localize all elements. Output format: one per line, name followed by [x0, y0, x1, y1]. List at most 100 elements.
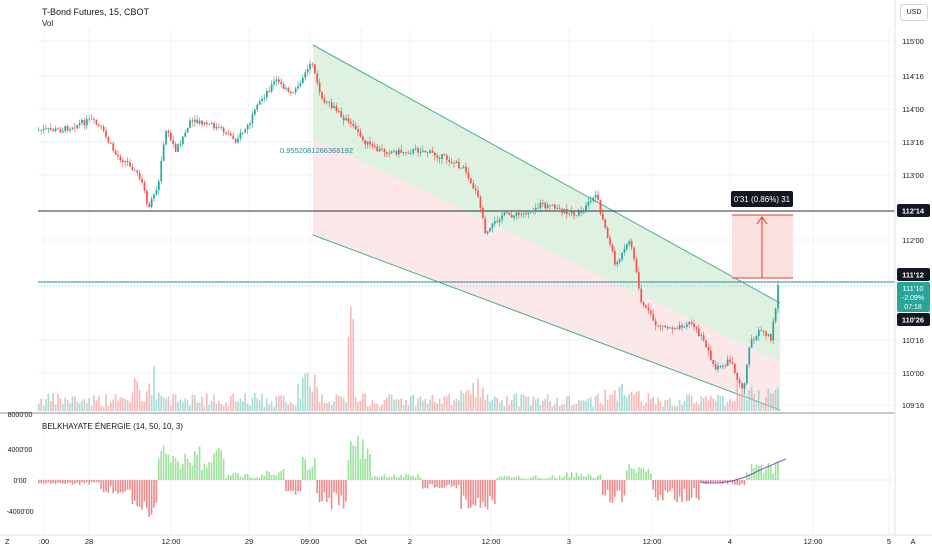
- candle-body: [330, 102, 333, 109]
- candle-body: [431, 150, 434, 153]
- symbol-title[interactable]: T-Bond Futures, 15, CBOT: [42, 7, 150, 17]
- candle-body: [314, 64, 316, 74]
- candle-body: [537, 207, 539, 209]
- energy-bar: [419, 477, 422, 480]
- volume-bar: [594, 395, 597, 411]
- volume-bar: [64, 397, 66, 411]
- energy-bar: [66, 480, 69, 484]
- energy-bar: [83, 480, 86, 484]
- candle-body: [580, 211, 583, 213]
- candle-body: [239, 132, 242, 139]
- volume-bar: [628, 394, 630, 411]
- candle-body: [311, 63, 314, 65]
- energy-bar: [486, 480, 489, 510]
- energy-bar: [309, 469, 311, 480]
- candle-body: [333, 106, 335, 109]
- energy-bar: [777, 460, 779, 480]
- volume-bar: [314, 374, 316, 411]
- energy-bar: [342, 480, 345, 509]
- currency-button[interactable]: USD: [900, 4, 928, 21]
- energy-bar: [47, 480, 50, 483]
- candle-body: [52, 129, 55, 132]
- energy-bar: [160, 450, 162, 480]
- candle-body: [306, 69, 309, 73]
- candle-body: [611, 244, 614, 251]
- candle-body: [170, 132, 172, 141]
- volume-bar: [462, 393, 465, 411]
- volume-bar: [417, 398, 419, 411]
- volume-bar: [738, 394, 741, 411]
- volume-bar: [561, 404, 563, 411]
- indicator-axis[interactable]: 4000'00 0'00 -4000'00 8000'00: [6, 412, 33, 516]
- price-axis[interactable]: 115'00 114'16 114'00 113'16 113'00 112'00 110'…: [902, 37, 924, 410]
- time-tick: Oct: [355, 537, 368, 546]
- candle-body: [323, 98, 326, 103]
- energy-bar: [659, 480, 662, 495]
- volume-bar: [381, 404, 383, 411]
- candle-body: [263, 97, 266, 99]
- energy-bar: [566, 472, 568, 480]
- candle-body: [98, 124, 100, 126]
- candlestick-series[interactable]: [38, 60, 779, 394]
- auto-scale-button[interactable]: A: [910, 537, 915, 546]
- volume-bar: [350, 306, 352, 411]
- candle-body: [554, 204, 556, 209]
- volume-bar: [261, 393, 263, 411]
- volume-bar: [707, 400, 710, 411]
- price-range-measure[interactable]: 0'31 (0.86%) 31: [731, 191, 793, 279]
- energy-bar: [414, 476, 417, 480]
- candle-body: [753, 339, 755, 341]
- energy-bar: [182, 463, 184, 480]
- energy-bar: [395, 477, 398, 480]
- indicator-legend[interactable]: BELKHAYATE ÉNERGIE (14, 50, 10, 3): [42, 422, 183, 431]
- volume-bar: [179, 399, 182, 411]
- volume-bar: [556, 397, 558, 411]
- badge-current: [897, 282, 930, 312]
- energy-bar: [62, 480, 64, 484]
- time-axis[interactable]: :00 28 12:00 29 09:00 Oct 2 12:00 3 12:00 4 12:00 5 Z…: [5, 537, 916, 546]
- volume-bar: [268, 404, 270, 411]
- volume-legend[interactable]: Vol: [42, 19, 54, 28]
- energy-bar: [446, 480, 448, 486]
- candle-body: [196, 119, 199, 124]
- energy-bar: [539, 477, 542, 480]
- candle-body: [198, 120, 201, 124]
- candle-body: [304, 72, 307, 78]
- candle-body: [724, 365, 727, 367]
- volume-bar: [374, 403, 376, 411]
- candle-body: [138, 172, 141, 179]
- candle-body: [767, 334, 770, 336]
- regression-channel[interactable]: [312, 44, 781, 411]
- volume-bar: [657, 397, 659, 411]
- candle-body: [772, 321, 775, 341]
- candle-body: [105, 130, 107, 138]
- energy-bar: [359, 458, 362, 480]
- candle-body: [74, 127, 76, 129]
- candle-body: [582, 210, 585, 213]
- volume-bar: [604, 389, 606, 411]
- zoom-button[interactable]: Z: [5, 537, 10, 546]
- candle-body: [705, 340, 707, 348]
- volume-bar: [239, 398, 242, 411]
- volume-bar: [393, 399, 395, 411]
- energy-bar: [227, 475, 230, 480]
- energy-bar: [479, 480, 482, 508]
- candle-body: [318, 82, 321, 93]
- candle-body: [352, 123, 355, 126]
- energy-bar: [316, 480, 318, 494]
- energy-bar: [460, 480, 462, 509]
- energy-bar: [304, 459, 306, 480]
- candle-body: [429, 150, 431, 153]
- candle-body: [558, 207, 561, 209]
- candle-body: [280, 82, 283, 85]
- candle-body: [546, 205, 549, 209]
- candle-body: [729, 359, 731, 362]
- candle-body: [273, 81, 275, 85]
- candle-body: [760, 330, 763, 332]
- volume-bar: [683, 401, 686, 411]
- volume-bar: [263, 406, 266, 411]
- volume-bar: [527, 396, 530, 411]
- volume-bar: [234, 401, 237, 411]
